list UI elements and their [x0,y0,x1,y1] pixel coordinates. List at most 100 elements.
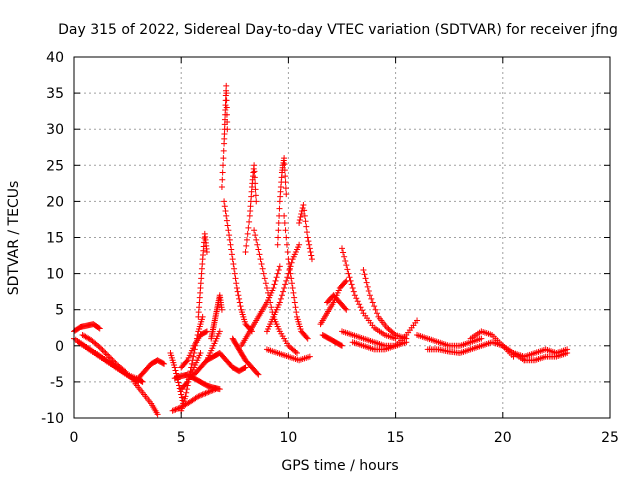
data-point [274,270,281,277]
data-point [96,344,103,351]
x-tick-label: 0 [70,430,79,446]
data-point [281,285,288,292]
series-trace-18 [218,82,231,190]
data-point [300,202,307,209]
data-point [228,251,235,258]
data-point [371,303,378,310]
data-point [254,370,261,377]
data-point [263,285,270,292]
data-point [362,275,369,282]
data-point [178,391,185,398]
data-point [176,382,183,389]
series-trace-06 [135,357,168,382]
data-point [242,248,249,255]
data-point [281,212,288,219]
data-point [341,253,348,260]
data-point [255,371,262,378]
series-trace-28 [296,202,315,263]
data-point [236,295,243,302]
data-point [281,155,288,162]
data-point [303,334,310,341]
data-point [192,342,199,349]
data-point [194,331,201,338]
series-trace-40 [521,350,571,364]
data-point [278,292,285,299]
series-trace-23 [238,263,283,349]
data-point [154,411,161,418]
data-point [95,343,102,350]
data-point [342,305,349,312]
y-tick-label: -10 [41,411,64,427]
data-point [95,324,102,331]
y-tick-label: 5 [55,303,64,319]
data-point [178,394,185,401]
y-tick-label: 25 [46,158,64,174]
data-point [139,378,146,385]
data-point [197,350,204,357]
series-trace-01 [71,321,103,335]
series-trace-19 [221,198,255,335]
data-point [564,350,571,357]
data-point [356,301,363,308]
series-trace-21 [242,162,260,255]
y-tick-label: 30 [46,122,64,138]
data-point [260,270,267,277]
series-trace-30 [323,292,350,313]
y-tick-label: 35 [46,86,64,102]
x-tick-label: 15 [387,430,405,446]
data-point [102,350,109,357]
data-point [308,256,315,263]
data-point [173,405,180,412]
data-point [103,351,110,358]
data-point [275,266,282,273]
data-point [293,309,300,316]
series-trace-07 [131,378,161,418]
data-point [280,288,287,295]
data-point [219,169,226,176]
series-trace-09 [169,386,219,414]
data-point [223,82,230,89]
y-axis-label: SDTVAR / TECUs [6,181,22,296]
data-point [274,241,281,248]
y-tick-label: 15 [46,231,64,247]
series-trace-27 [263,346,313,364]
series-trace-13 [178,313,206,414]
data-point [176,385,183,392]
series-trace-37 [424,339,517,360]
data-point [243,236,250,243]
data-point [288,259,295,266]
data-point [228,246,235,253]
data-point [365,288,372,295]
data-point [205,389,212,396]
data-point [105,352,112,359]
data-point [361,271,368,278]
data-point [348,281,355,288]
data-point [251,174,258,181]
data-point [284,248,291,255]
data-point [350,288,357,295]
chart-title: Day 315 of 2022, Sidereal Day-to-day VTE… [58,22,618,38]
data-point [359,307,366,314]
x-tick-label: 10 [279,430,297,446]
data-point [226,236,233,243]
data-point [203,248,210,255]
data-point [182,393,189,400]
data-point [351,292,358,299]
data-point [303,223,310,230]
data-point [273,274,280,281]
data-point [220,162,227,169]
data-point [222,208,229,215]
data-point [254,241,261,248]
grid-layer [74,57,610,418]
data-point [349,285,356,292]
data-point [229,256,236,263]
data-point [301,212,308,219]
data-point [183,389,190,396]
data-point [276,205,283,212]
data-point [172,367,179,374]
data-point [257,256,264,263]
data-point [195,393,202,400]
series-trace-32 [339,245,399,342]
data-point [391,330,398,337]
data-point [189,357,196,364]
